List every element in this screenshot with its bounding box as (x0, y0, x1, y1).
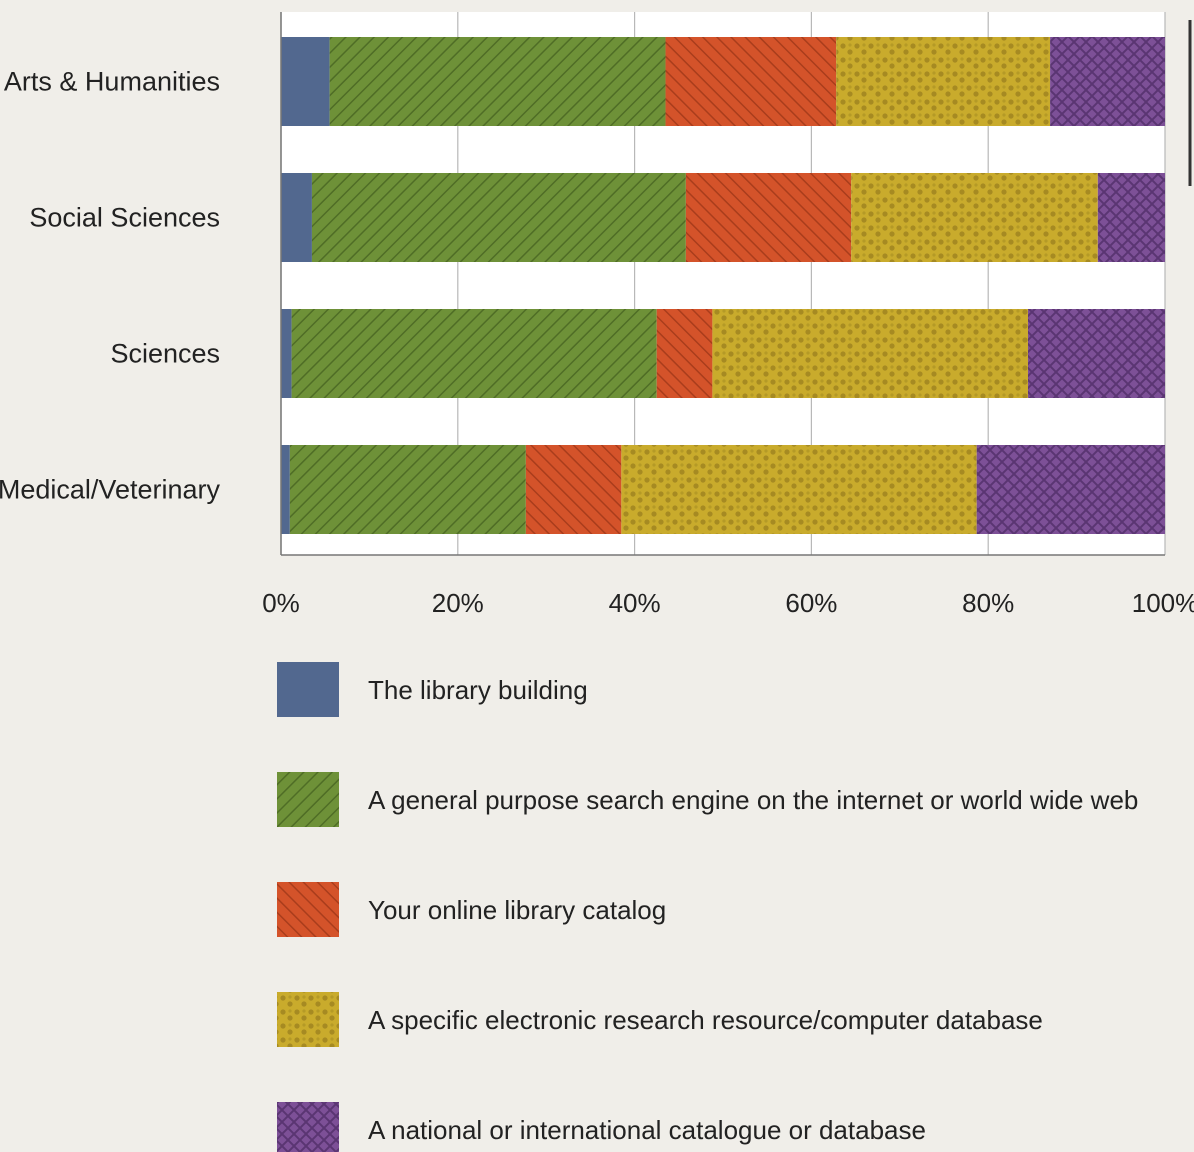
x-tick-label: 80% (962, 588, 1014, 618)
x-tick-label: 60% (785, 588, 837, 618)
legend-swatch (277, 992, 339, 1047)
legend-label: The library building (368, 675, 588, 705)
bar-segment (525, 445, 622, 534)
bar-segment (291, 309, 657, 398)
legend-label: A national or international catalogue or… (368, 1115, 926, 1145)
bar-segment (281, 173, 312, 262)
bar-segment (685, 173, 852, 262)
category-label: Medical/Veterinary (0, 475, 220, 505)
bar-segment (329, 37, 666, 126)
bar-segment (281, 37, 330, 126)
category-label: Social Sciences (29, 203, 220, 233)
bar-segment (665, 37, 837, 126)
bar-segment (851, 173, 1098, 262)
category-label: Sciences (110, 339, 220, 369)
legend: The library building A general purpose se… (277, 662, 1138, 1152)
x-tick-label: 40% (609, 588, 661, 618)
x-tick-label: 20% (432, 588, 484, 618)
bar-segment (1097, 173, 1165, 262)
legend-label: A general purpose search engine on the i… (368, 785, 1138, 815)
bar-segment (281, 309, 292, 398)
bar-segment (836, 37, 1051, 126)
bar-segment (621, 445, 977, 534)
legend-swatch (277, 1102, 339, 1152)
bar-segment (656, 309, 713, 398)
bar-segment (311, 173, 686, 262)
bar-segment (281, 445, 290, 534)
legend-swatch (277, 662, 339, 717)
bar-segment (289, 445, 526, 534)
bar-segment (1027, 309, 1165, 398)
bar-segment (712, 309, 1028, 398)
bar-segment (1050, 37, 1165, 126)
x-tick-label: 0% (262, 588, 300, 618)
axes: 0% 20% 40% 60% 80% 100% Arts & Humanities Socia… (0, 12, 1194, 618)
legend-label: A specific electronic research resource/… (368, 1005, 1043, 1035)
legend-label: Your online library catalog (368, 895, 666, 925)
category-label: Arts & Humanities (4, 67, 220, 97)
x-tick-label: 100% (1132, 588, 1194, 618)
legend-swatch (277, 772, 339, 827)
legend-swatch (277, 882, 339, 937)
bars (281, 37, 1165, 534)
bar-segment (976, 445, 1165, 534)
